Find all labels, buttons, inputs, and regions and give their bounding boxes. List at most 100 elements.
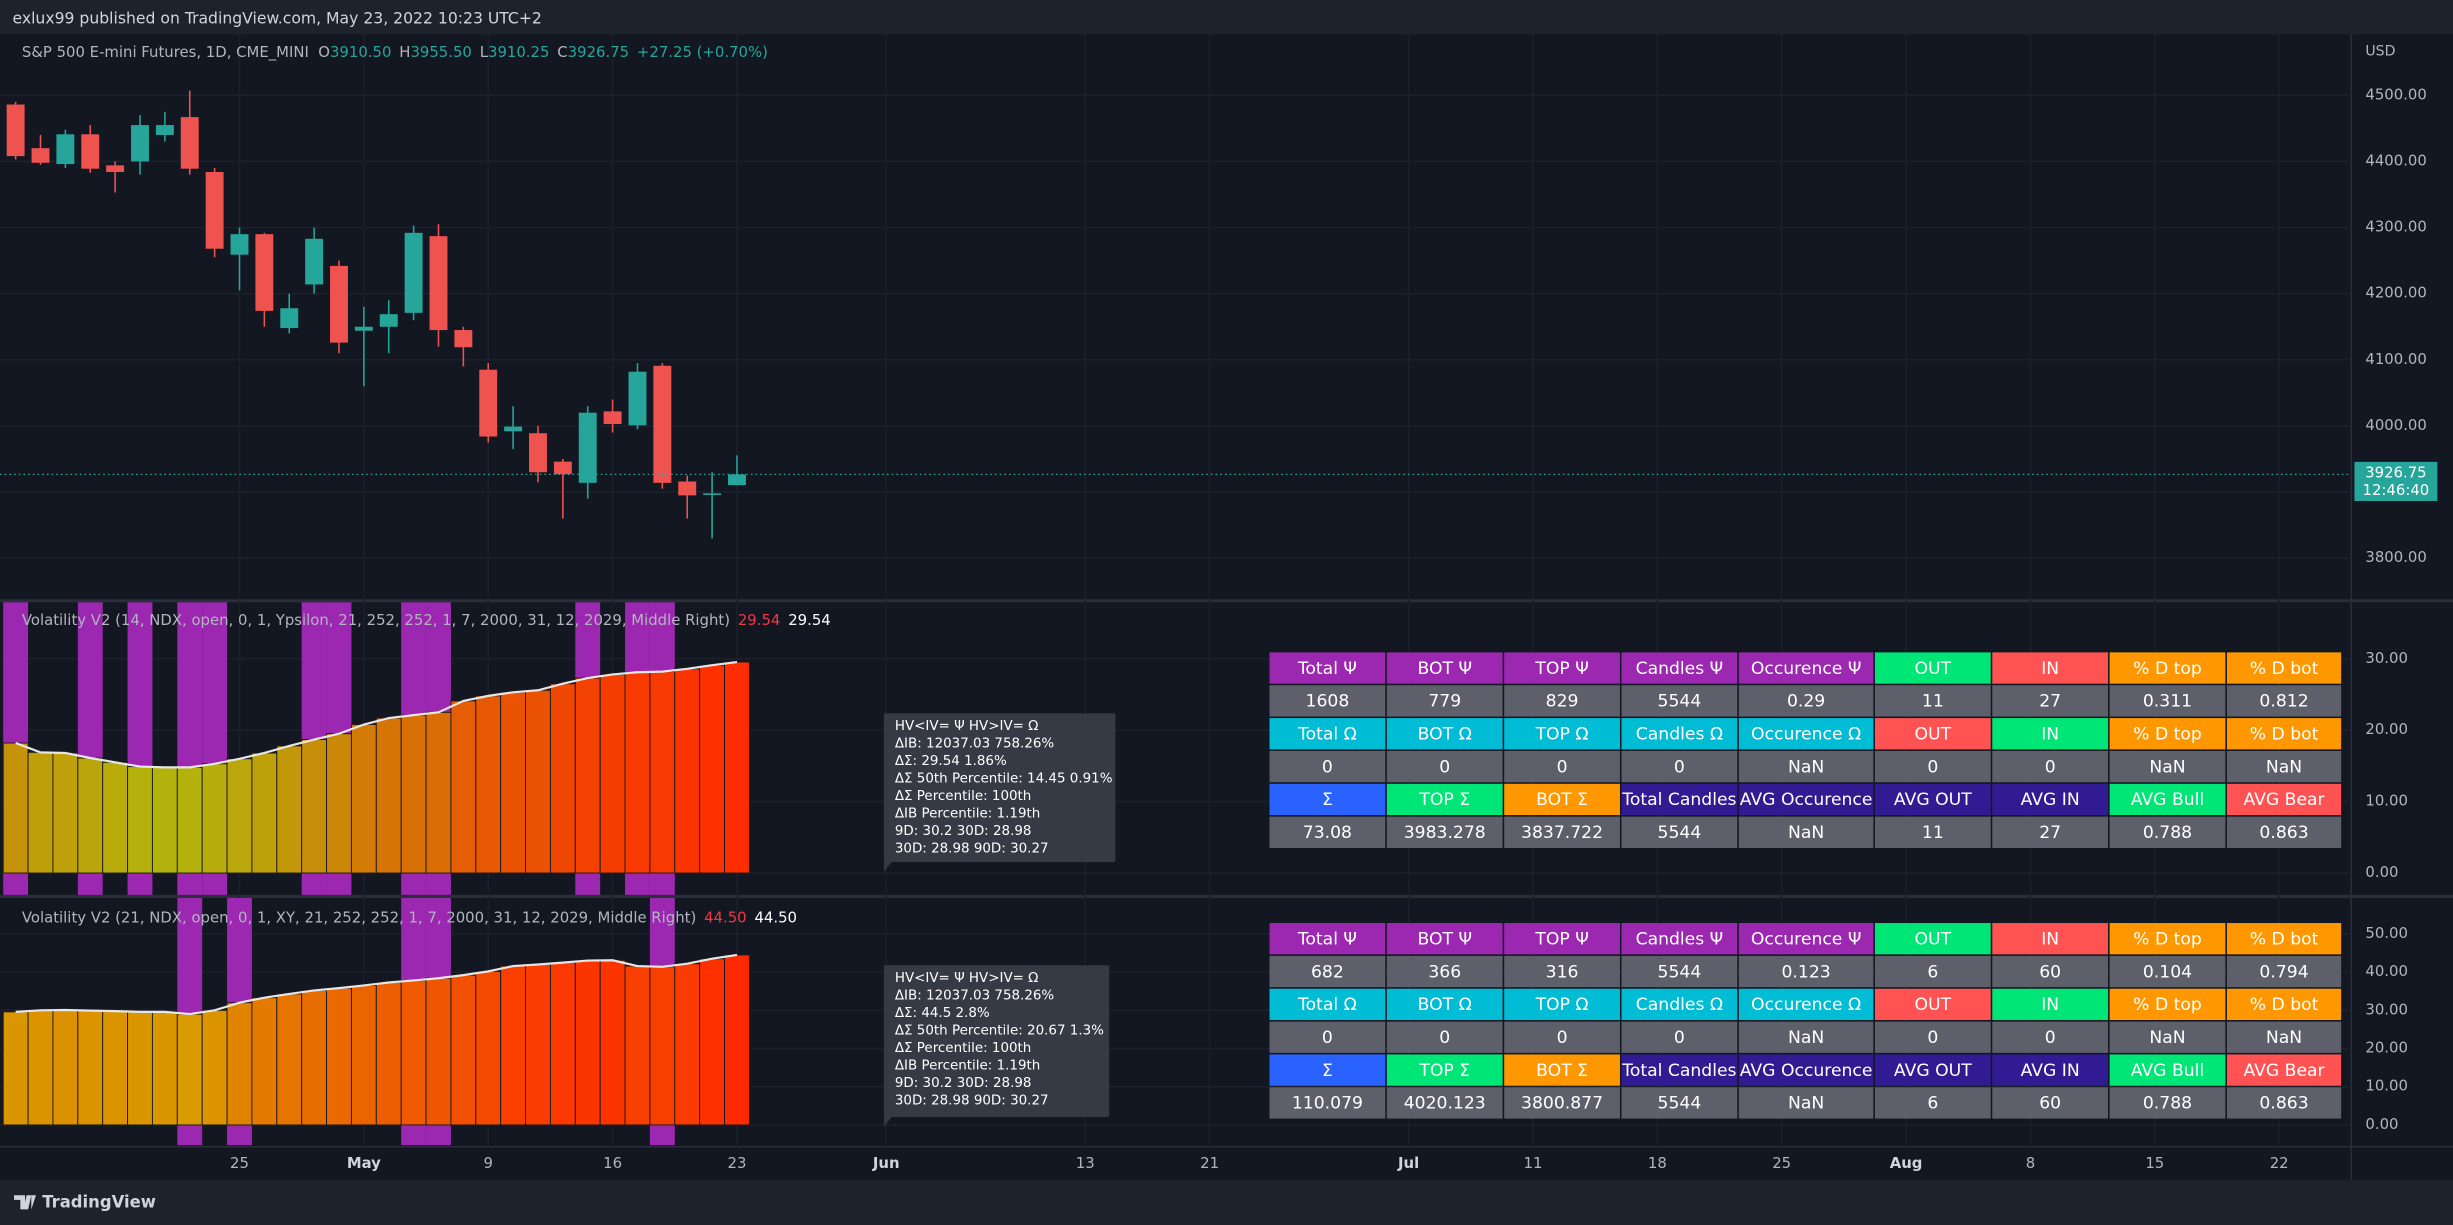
volatility-bar <box>624 671 651 874</box>
table-cell-text: Occurence Ω <box>1751 725 1861 745</box>
table-cell <box>1992 988 2109 1021</box>
table-cell-text: NaN <box>2149 757 2185 777</box>
candle <box>56 129 75 169</box>
volatility-bar <box>151 766 178 874</box>
table-cell <box>1269 1054 1386 1086</box>
x-tick-label: Jun <box>872 1154 900 1172</box>
info-line: ΔΣ: 29.54 1.86% <box>895 754 1007 769</box>
info-line: ΔΣ Percentile: 100th <box>895 1041 1031 1056</box>
table-cell <box>1269 955 1386 988</box>
table-cell <box>1874 783 1991 816</box>
volatility-bar <box>400 714 427 874</box>
table-cell <box>1504 1054 1620 1086</box>
y-tick-label: 40.00 <box>2365 962 2408 980</box>
table-cell-text: 0 <box>2045 1028 2056 1048</box>
table-cell-text: 73.08 <box>1303 823 1352 843</box>
table-cell <box>2109 988 2226 1021</box>
table-cell <box>1504 783 1620 816</box>
volatility-bar <box>425 977 452 1126</box>
info-line: HV<IV= Ψ HV>IV= Ω <box>895 971 1039 986</box>
volatility-pane: 50.00 40.00 30.00 20.00 10.00 0.00 Volatility … <box>0 898 2408 1146</box>
volatility-bar <box>77 1010 104 1126</box>
x-tick-label: 23 <box>728 1154 747 1172</box>
brand: TradingView <box>42 1193 156 1212</box>
indicator-title: Volatility V2 (21, NDX, open, 0, 1, XY, … <box>22 908 696 926</box>
table-cell-text: 4020.123 <box>1404 1094 1486 1114</box>
table-cell-text: 316 <box>1546 962 1579 982</box>
candle-body <box>255 234 274 311</box>
candle <box>379 300 398 354</box>
candle-body <box>56 134 75 165</box>
table-cell <box>2109 685 2226 717</box>
table-cell-text: BOT Σ <box>1536 1061 1588 1081</box>
x-tick-label: 8 <box>2026 1154 2035 1172</box>
table-cell <box>1738 816 1874 848</box>
y-tick-label: 50.00 <box>2365 924 2408 942</box>
info-box <box>883 713 1116 863</box>
volatility-bar <box>102 1010 129 1126</box>
volatility-bar <box>251 752 278 874</box>
table-cell-text: 0.788 <box>2143 1094 2192 1114</box>
table-cell <box>1874 1054 1991 1086</box>
volatility-bar <box>699 664 726 874</box>
table-cell-text: 3983.278 <box>1404 823 1486 843</box>
table-cell <box>1874 750 1991 783</box>
symbol-legend: S&P 500 E-mini Futures, 1D, CME_MINI O391… <box>22 43 768 61</box>
table-cell <box>2109 1021 2226 1053</box>
indicator-title: Volatility V2 (14, NDX, open, 0, 1, Ypsi… <box>22 611 730 629</box>
table-cell <box>1738 685 1874 717</box>
table-cell <box>1738 955 1874 988</box>
volatility-bar <box>2 742 29 874</box>
table-cell-text: Occurence Ψ <box>1751 659 1862 679</box>
table-cell-text: Σ <box>1322 790 1333 810</box>
table-cell-text: 1608 <box>1306 692 1350 712</box>
table-cell-text: Candles Ω <box>1636 725 1723 745</box>
table-cell-text: AVG Bull <box>2131 1061 2204 1081</box>
indicator-value: 44.50 <box>704 908 747 926</box>
candle-body <box>330 265 348 343</box>
table-cell <box>1874 718 1991 750</box>
indicator-legend: Volatility V2 (21, NDX, open, 0, 1, XY, … <box>22 908 797 926</box>
table-cell <box>1269 750 1386 783</box>
y-tick-label: 0.00 <box>2365 863 2398 881</box>
table-cell-text: Occurence Ψ <box>1751 929 1862 949</box>
table-cell-text: OUT <box>1915 725 1952 745</box>
table-cell-text: 0.863 <box>2259 823 2308 843</box>
table-cell <box>2109 652 2226 684</box>
table-cell-text: 5544 <box>1658 962 1702 982</box>
table-cell-text: 0 <box>2045 757 2056 777</box>
table-cell <box>2226 1087 2342 1119</box>
table-cell <box>1269 783 1386 816</box>
volatility-bar <box>350 723 377 874</box>
table-cell <box>1269 718 1386 750</box>
table-cell <box>1874 923 1991 955</box>
candle <box>553 459 572 519</box>
table-cell-text: 3800.877 <box>1521 1094 1603 1114</box>
candle-body <box>180 117 199 169</box>
table-cell <box>2109 955 2226 988</box>
table-cell <box>1992 923 2109 955</box>
candle <box>578 406 597 499</box>
table-cell <box>1386 1021 1503 1053</box>
y-tick-label: 20.00 <box>2365 1039 2408 1057</box>
volatility-bar <box>301 738 328 874</box>
table-cell <box>2226 955 2342 988</box>
y-tick-label: 4300.00 <box>2365 218 2426 236</box>
x-tick-label: 16 <box>603 1154 622 1172</box>
table-cell-text: 5544 <box>1658 823 1702 843</box>
volatility-bar <box>77 757 104 874</box>
table-cell-text: TOP Ψ <box>1534 659 1588 679</box>
volatility-bar <box>52 1009 79 1126</box>
ohlc-key: O <box>318 43 330 61</box>
y-tick-label: 4100.00 <box>2365 350 2426 368</box>
volatility-bar <box>475 970 502 1126</box>
volatility-line <box>15 953 738 1016</box>
candle <box>504 406 523 450</box>
table-cell-text: 5544 <box>1658 692 1702 712</box>
info-line: 30D: 28.98 90D: 30.27 <box>895 1093 1049 1108</box>
table-cell-text: Σ <box>1322 1061 1333 1081</box>
table-cell <box>1504 652 1620 684</box>
y-tick-label: 3800.00 <box>2365 548 2426 566</box>
volatility-bar <box>624 965 651 1126</box>
